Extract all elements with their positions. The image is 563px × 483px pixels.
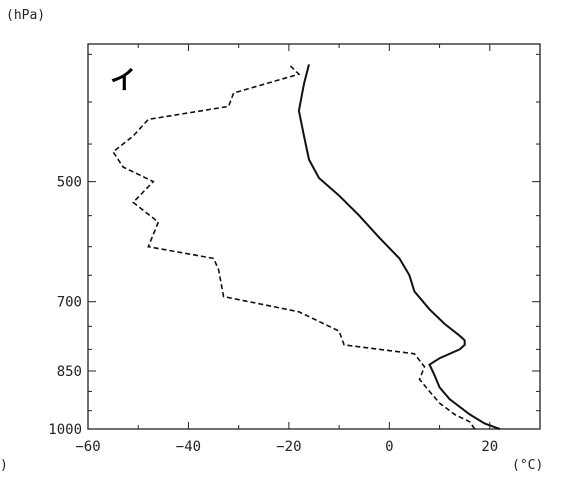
- y-tick-label: 850: [57, 364, 82, 380]
- temperature-profile-solid-line: [297, 64, 501, 430]
- left-edge-fragment: ): [0, 458, 8, 473]
- x-tick-label: −20: [276, 439, 301, 455]
- x-tick-label: 0: [385, 439, 393, 455]
- y-tick-label: 1000: [48, 422, 82, 438]
- x-tick-label: 20: [481, 439, 498, 455]
- plot-frame: [87, 43, 541, 430]
- y-tick-label: 500: [57, 175, 82, 191]
- x-tick-labels: −60 −40 −20 0 20: [75, 439, 498, 455]
- y-tick-label: 700: [57, 295, 82, 311]
- x-tick-label: −40: [176, 439, 201, 455]
- x-unit-label: (°C): [512, 458, 544, 473]
- annotation-label: イ: [110, 66, 137, 96]
- dewpoint-profile-dashed-line: [112, 63, 476, 430]
- y-unit-label: (hPa): [6, 8, 46, 23]
- tick-marks: [87, 44, 541, 430]
- y-tick-labels: 500 700 850 1000: [48, 175, 82, 438]
- x-tick-label: −60: [75, 439, 100, 455]
